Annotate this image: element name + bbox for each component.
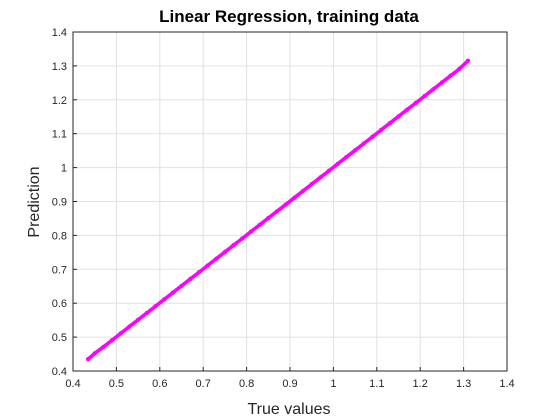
x-tick-label: 1.3: [456, 378, 471, 390]
y-tick-label: 0.9: [52, 197, 67, 209]
data-point: [214, 256, 219, 261]
data-point: [161, 297, 167, 302]
data-point: [257, 222, 262, 228]
x-tick-label: 0.6: [152, 378, 167, 390]
data-point: [465, 58, 471, 64]
data-point: [222, 249, 228, 255]
data-point: [135, 317, 141, 323]
x-tick-label: 0.4: [65, 378, 80, 390]
data-point: [85, 356, 91, 362]
data-point: [101, 344, 106, 350]
data-points: [85, 58, 471, 362]
data-point: [231, 243, 236, 248]
y-tick-label: 0.6: [52, 298, 67, 310]
y-tick-label: 0.8: [52, 230, 67, 242]
data-point: [309, 182, 314, 187]
data-point: [370, 134, 375, 139]
x-tick-label: 1.1: [369, 378, 384, 390]
y-tick-label: 1.4: [52, 27, 67, 39]
data-point: [248, 229, 254, 234]
data-point: [196, 270, 202, 275]
data-point: [396, 114, 401, 119]
data-point: [240, 236, 245, 241]
data-point: [127, 324, 132, 329]
x-tick-label: 1: [330, 378, 336, 390]
data-point: [422, 93, 427, 99]
y-tick-label: 1: [61, 163, 67, 175]
y-tick-label: 0.5: [52, 332, 67, 344]
data-point: [352, 148, 358, 153]
data-point: [153, 304, 158, 309]
data-point: [292, 195, 297, 200]
data-point: [92, 351, 97, 356]
data-point: [179, 283, 184, 289]
data-point: [144, 310, 149, 316]
data-point: [457, 66, 462, 72]
data-point: [326, 168, 332, 173]
data-point: [335, 161, 340, 167]
y-axis-title: Prediction: [26, 166, 43, 237]
y-tick-label: 1.3: [52, 61, 67, 73]
data-point: [344, 154, 349, 160]
data-point: [318, 175, 323, 180]
x-tick-label: 1.4: [499, 378, 514, 390]
data-point: [283, 202, 288, 207]
data-point: [404, 107, 410, 112]
y-tick-label: 0.7: [52, 264, 67, 276]
data-point: [205, 263, 210, 268]
data-point: [266, 215, 271, 221]
x-tick-label: 0.9: [282, 378, 297, 390]
data-point: [300, 188, 306, 194]
x-tick-label: 1.2: [413, 378, 428, 390]
data-point: [170, 290, 176, 295]
data-point: [361, 141, 366, 146]
data-point: [387, 120, 393, 126]
data-point: [378, 127, 384, 133]
chart-title: Linear Regression, training data: [159, 7, 419, 26]
data-point: [118, 331, 123, 336]
y-tick-label: 1.1: [52, 129, 67, 141]
x-tick-label: 0.7: [196, 378, 211, 390]
x-tick-label: 0.8: [239, 378, 254, 390]
data-point: [448, 73, 453, 78]
data-point: [109, 337, 115, 343]
x-tick-label: 0.5: [109, 378, 124, 390]
data-point: [187, 276, 193, 282]
axis-ticks: 0.4 0.5 0.6 0.7 0.8 0.9 1 1.1 1.2 1.3 1.4 0.4 0.5 0.6…: [52, 27, 515, 390]
data-point: [413, 100, 419, 106]
y-tick-label: 0.4: [52, 366, 67, 378]
data-point: [274, 209, 280, 214]
data-point: [431, 87, 436, 92]
x-axis-title: True values: [248, 401, 331, 418]
y-tick-label: 1.2: [52, 95, 67, 107]
data-point: [439, 80, 445, 85]
